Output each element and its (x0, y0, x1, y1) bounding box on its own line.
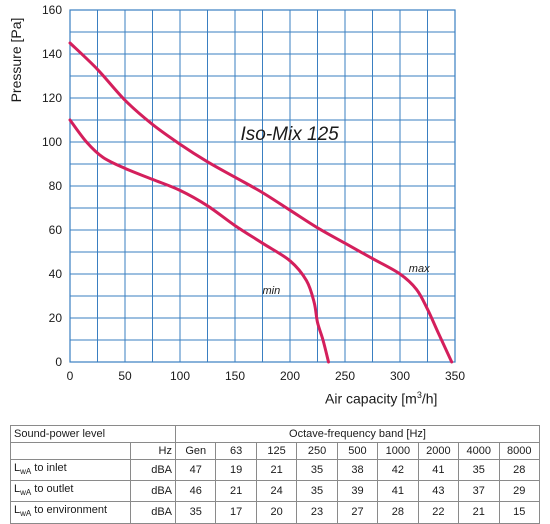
table-cell-empty (10, 442, 131, 460)
row-label-sub: wA (20, 509, 32, 519)
table-cell-value: 28 (498, 458, 540, 482)
table-header-row: Sound-power level Octave-frequency band … (10, 425, 540, 443)
table-row-label: LwA to environment (10, 501, 131, 524)
table-cell-value: 22 (417, 501, 460, 524)
table-cell-value: 28 (377, 501, 419, 524)
table-cell-value: 35 (296, 480, 338, 503)
chart-ticks: 0 50 100 150 200 250 300 350 0 20 40 60 80 100 120 140 1… (42, 3, 465, 383)
y-tick-label: 20 (49, 311, 63, 325)
row-label-text: to outlet (31, 483, 74, 496)
table-row: LwA to environment dBA 35 17 20 23 27 28 22 21 15 (10, 501, 540, 524)
x-axis-title-tail: /h] (421, 390, 438, 407)
series-line-max (68, 41, 454, 364)
table-band-header: 2000 (417, 442, 460, 460)
table-cell-value: 41 (417, 458, 460, 482)
table-cell-value: 39 (336, 480, 379, 503)
table-band-header: 250 (296, 442, 338, 460)
table-hz-unit: Hz (130, 442, 176, 460)
plot-frame (69, 9, 456, 363)
x-tick-label: 250 (335, 369, 355, 383)
table-row: LwA to inlet dBA 47 19 21 35 38 42 41 35 28 (10, 458, 540, 482)
table-row-unit: dBA (130, 501, 176, 524)
table-row-unit: dBA (130, 480, 176, 503)
table-hz-row: Hz Gen 63 125 250 500 1000 2000 4000 8000 (10, 442, 540, 460)
table-row: LwA to outlet dBA 46 21 24 35 39 41 43 37 29 (10, 480, 540, 503)
x-tick-label: 100 (170, 369, 190, 383)
table-row-label: LwA to outlet (10, 480, 131, 503)
y-tick-label: 100 (42, 135, 62, 149)
table-cell-value: 15 (498, 501, 540, 524)
table-cell-value: 35 (174, 501, 217, 524)
x-tick-label: 300 (390, 369, 410, 383)
chart-series (68, 41, 454, 364)
y-tick-label: 120 (42, 91, 62, 105)
row-label-symbol: L (14, 462, 21, 474)
table-cell-value: 20 (255, 501, 298, 524)
table-cell-value: 23 (296, 501, 338, 524)
table-cell-value: 29 (498, 480, 540, 503)
y-tick-label: 60 (49, 223, 63, 237)
table-header-octave: Octave-frequency band [Hz] (175, 425, 540, 443)
x-tick-label: 150 (225, 369, 245, 383)
table-band-header: 500 (336, 442, 379, 460)
table-cell-value: 27 (336, 501, 379, 524)
table-cell-value: 42 (377, 458, 419, 482)
x-tick-label: 0 (67, 369, 74, 383)
x-tick-label: 200 (280, 369, 300, 383)
row-label-text: to inlet (31, 462, 67, 474)
row-label-symbol: L (14, 504, 21, 517)
x-axis-title: Air capacity [m3/h] (325, 390, 437, 407)
table-cell-value: 43 (417, 480, 460, 503)
table-cell-value: 35 (458, 458, 500, 482)
row-label-text: to environment (31, 504, 108, 517)
chart-grid (69, 9, 456, 363)
table-row-label: LwA to inlet (10, 458, 131, 482)
table-band-header: Gen (174, 442, 217, 460)
chart-annotations: max min Iso-Mix 125 (241, 124, 431, 297)
row-label-sub: wA (20, 467, 32, 477)
table-cell-value: 24 (255, 480, 298, 503)
row-label-sub: wA (20, 488, 32, 498)
x-axis-title-sup: 3 (416, 390, 422, 400)
table-cell-value: 21 (255, 458, 298, 482)
pressure-chart: 0 50 100 150 200 250 300 350 0 20 40 60 80 100 120 140 1… (8, 3, 465, 383)
row-label-symbol: L (14, 483, 21, 496)
sound-power-table: Sound-power level Octave-frequency band … (10, 425, 540, 524)
x-tick-label: 350 (445, 369, 465, 383)
table-band-header: 1000 (377, 442, 419, 460)
table-band-header: 63 (215, 442, 257, 460)
series-label-max: max (409, 263, 430, 275)
table-cell-value: 47 (174, 458, 217, 482)
x-tick-label: 50 (118, 369, 132, 383)
table-header-sound-power: Sound-power level (10, 425, 176, 443)
table-cell-value: 21 (458, 501, 500, 524)
y-axis-title: Pressure [Pa] (8, 18, 24, 103)
table-band-header: 8000 (498, 442, 540, 460)
table-row-unit: dBA (130, 458, 176, 482)
chart-model-title: Iso-Mix 125 (241, 124, 340, 145)
table-cell-value: 38 (336, 458, 379, 482)
table-cell-value: 19 (215, 458, 257, 482)
x-axis-title-main: Air capacity [m (325, 390, 417, 407)
series-line-min (68, 118, 330, 364)
y-tick-label: 0 (55, 355, 62, 369)
table-cell-value: 41 (377, 480, 419, 503)
table-band-header: 125 (255, 442, 298, 460)
table-cell-value: 46 (174, 480, 217, 503)
y-tick-label: 80 (49, 179, 63, 193)
table-band-header: 4000 (458, 442, 500, 460)
table-cell-value: 37 (458, 480, 500, 503)
y-tick-label: 40 (49, 267, 63, 281)
table-cell-value: 35 (296, 458, 338, 482)
series-label-min: min (263, 285, 281, 297)
y-tick-label: 140 (42, 47, 62, 61)
y-tick-label: 160 (42, 3, 62, 17)
table-cell-value: 21 (215, 480, 257, 503)
table-cell-value: 17 (215, 501, 257, 524)
